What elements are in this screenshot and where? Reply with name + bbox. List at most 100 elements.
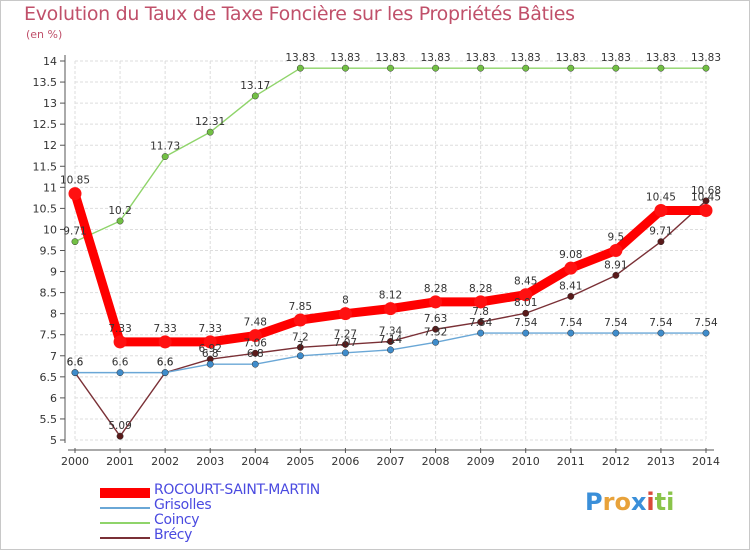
data-point (116, 217, 124, 225)
y-tick-label: 9.5 (40, 245, 58, 258)
data-label: 7.54 (469, 317, 493, 329)
legend-label: ROCOURT-SAINT-MARTIN (154, 482, 320, 498)
y-tick-label: 7.5 (40, 329, 58, 342)
legend-swatch (100, 522, 150, 524)
data-label: 7.33 (199, 323, 222, 335)
data-label: 13.83 (375, 52, 405, 64)
data-point (477, 64, 485, 72)
data-label: 13.83 (556, 52, 586, 64)
data-point (113, 335, 127, 349)
data-label: 9.71 (63, 226, 86, 238)
data-label: 7.54 (694, 317, 718, 329)
data-point (657, 238, 665, 246)
legend-swatch (100, 488, 150, 498)
logo-letter: x (630, 488, 647, 516)
data-point (206, 128, 214, 136)
data-label: 6.6 (157, 357, 174, 369)
data-point (522, 64, 530, 72)
x-tick-label: 2010 (512, 455, 540, 468)
data-label: 7.33 (153, 323, 176, 335)
data-point (341, 64, 349, 72)
logo-letter: P (585, 488, 603, 516)
data-label: 8.41 (559, 280, 582, 292)
data-label: 13.83 (285, 52, 315, 64)
axes (60, 55, 714, 453)
data-point (387, 64, 394, 72)
y-tick-label: 13 (43, 97, 57, 110)
y-tick-label: 8 (50, 308, 57, 321)
legend-label: Grisolles (154, 497, 212, 513)
data-point (338, 307, 352, 321)
y-tick-label: 8.5 (40, 287, 58, 300)
data-label: 10.2 (108, 205, 131, 217)
y-tick-label: 5 (50, 434, 57, 447)
data-label: 7.48 (244, 317, 267, 329)
data-point (116, 369, 124, 377)
data-point (432, 338, 440, 346)
x-tick-label: 2000 (61, 455, 89, 468)
data-point (432, 325, 440, 333)
unit-label: (en %) (26, 28, 63, 41)
data-point (477, 329, 485, 337)
y-tick-label: 13.5 (33, 76, 58, 89)
data-labels: 6.6 5.09 6.6 6.92 7.06 7.2 7.27 7.34 7.63 7.8 8.01… (60, 52, 721, 432)
data-point (654, 203, 668, 217)
x-tick-label: 2014 (692, 455, 720, 468)
data-point (522, 309, 530, 317)
data-point (657, 329, 665, 337)
x-tick-label: 2013 (647, 455, 675, 468)
data-label: 13.83 (601, 52, 631, 64)
data-label: 7.85 (289, 301, 312, 313)
data-point (206, 360, 214, 368)
data-label: 5.09 (108, 420, 131, 432)
data-label: 10.85 (60, 175, 90, 187)
data-label: 13.83 (646, 52, 676, 64)
chart-title: Evolution du Taux de Taxe Foncière sur l… (24, 3, 575, 25)
data-label: 13.83 (421, 52, 451, 64)
data-label: 7.27 (334, 328, 357, 340)
data-point (341, 340, 349, 348)
data-point (387, 338, 394, 345)
y-tick-label: 5.5 (40, 413, 58, 426)
legend-swatch (100, 537, 150, 539)
y-tick-label: 9 (50, 266, 57, 279)
data-label: 7.32 (424, 326, 447, 338)
x-tick-label: 2004 (241, 455, 269, 468)
data-point (296, 343, 304, 351)
logo-letter: t (654, 488, 667, 516)
data-label: 7.8 (472, 306, 489, 318)
data-label: 7.06 (244, 337, 268, 349)
data-point (71, 369, 79, 377)
data-point (519, 288, 533, 302)
data-label: 8 (342, 295, 349, 307)
x-tick-label: 2009 (467, 455, 495, 468)
data-label: 6.8 (247, 348, 264, 360)
data-label: 7.54 (559, 317, 583, 329)
data-point (296, 352, 304, 360)
x-tick-label: 2003 (196, 455, 224, 468)
data-label: 7.07 (334, 337, 357, 349)
logo-letter: i (666, 488, 675, 516)
x-tick-label: 2002 (151, 455, 179, 468)
data-label: 6.8 (202, 348, 219, 360)
data-point (116, 432, 124, 440)
x-tick-labels: 2000 2001 2002 2003 2004 2005 2006 2007 2008 2009… (61, 455, 720, 468)
data-label: 8.28 (469, 283, 492, 295)
data-label: 13.17 (240, 80, 270, 92)
data-label: 13.83 (466, 52, 496, 64)
data-point (522, 329, 530, 337)
y-tick-label: 14 (43, 55, 57, 68)
data-label: 6.6 (157, 357, 174, 369)
x-tick-label: 2005 (286, 455, 314, 468)
legend-swatch (100, 507, 150, 509)
data-point (71, 238, 79, 246)
data-point (432, 64, 440, 72)
data-point (158, 335, 172, 349)
y-tick-label: 11.5 (33, 160, 58, 173)
data-label: 9.71 (649, 226, 672, 238)
data-point (68, 187, 82, 201)
data-point (341, 349, 349, 357)
data-point (702, 329, 710, 337)
data-point (567, 64, 575, 72)
